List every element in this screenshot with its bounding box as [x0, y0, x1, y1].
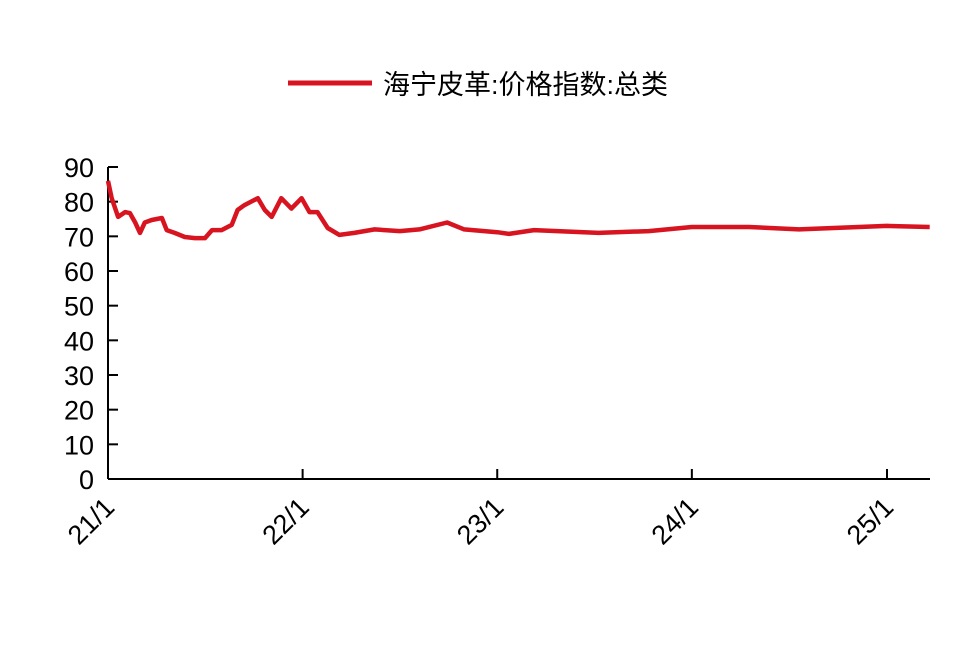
- legend-label: 海宁皮革:价格指数:总类: [383, 70, 668, 100]
- y-tick-label: 20: [64, 396, 94, 426]
- y-tick-label: 50: [64, 292, 94, 322]
- legend: 海宁皮革:价格指数:总类: [288, 70, 668, 100]
- y-tick-label: 80: [64, 188, 94, 218]
- x-tick-label: 24/1: [646, 492, 704, 550]
- y-tick-label: 90: [64, 153, 94, 183]
- y-tick-label: 30: [64, 361, 94, 391]
- x-tick-label: 21/1: [62, 492, 120, 550]
- y-tick-label: 70: [64, 222, 94, 252]
- series-line: [105, 180, 930, 241]
- y-tick-label: 10: [64, 430, 94, 460]
- x-tick-label: 23/1: [451, 492, 509, 550]
- y-axis: 0 10 20 30 40 50 60 70 80 90: [64, 153, 118, 495]
- x-axis: 21/1 22/1 23/1 24/1 25/1: [62, 469, 930, 550]
- y-tick-label: 60: [64, 257, 94, 287]
- x-tick-label: 22/1: [256, 492, 314, 550]
- y-tick-label: 40: [64, 326, 94, 356]
- y-tick-label: 0: [79, 465, 94, 495]
- x-tick-label: 25/1: [841, 492, 899, 550]
